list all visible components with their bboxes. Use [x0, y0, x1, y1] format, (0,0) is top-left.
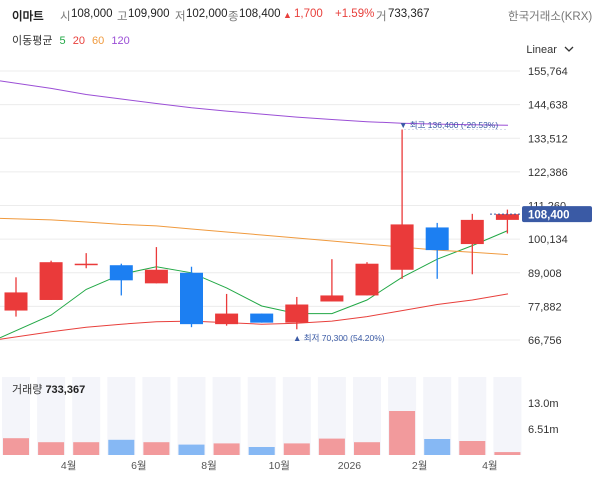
volume-bar [354, 442, 380, 455]
volume-bar [143, 442, 170, 455]
x-tick-label: 2026 [338, 460, 362, 472]
volume-column-bg [177, 377, 206, 455]
volume-column-bg [72, 377, 101, 455]
volume-bar [283, 443, 310, 455]
volume-bar [248, 447, 275, 455]
volume-bar [494, 452, 521, 455]
min-price-annotation: ▲ 최저 70,300 (54.20%) [293, 333, 385, 343]
volume-bar [459, 441, 486, 455]
x-tick-label: 8월 [201, 460, 217, 472]
volume-bar [38, 442, 65, 455]
volume-bar [178, 444, 205, 455]
candle-body [460, 219, 484, 245]
y-tick-label: 155,764 [528, 66, 568, 78]
low-label: 저 [175, 11, 186, 23]
change-percent: +1.59% [335, 8, 375, 20]
current-price-text: 108,400 [528, 210, 570, 222]
candle-body [4, 292, 28, 311]
candle-body [109, 265, 133, 281]
x-tick-label: 10월 [269, 460, 290, 472]
ma-60-line [0, 217, 509, 256]
current-price-tag [522, 206, 592, 223]
volume-tick-label: 6.51m [528, 424, 559, 436]
volume-label: 거 [376, 11, 387, 23]
volume-column-bg [37, 377, 66, 455]
change-arrow-icon: ▲ [283, 10, 292, 20]
candle-body [425, 227, 449, 251]
scale-dropdown[interactable]: Linear [526, 44, 574, 56]
y-tick-label: 144,638 [528, 100, 568, 112]
quote-header: 이마트 시 108,000 고 109,900 저 102,000 종 108,… [0, 0, 600, 30]
candle-body [390, 224, 414, 270]
volume-panel-label: 거래량 [12, 384, 43, 396]
candle-body [355, 263, 379, 296]
y-tick-label: 89,008 [528, 268, 562, 280]
volume-bar [3, 438, 29, 455]
high-label: 고 [117, 11, 128, 23]
ma-5-label[interactable]: 5 [59, 35, 66, 47]
volume-bar [213, 443, 240, 455]
moving-average-legend: 이동평균 5 20 60 120 [12, 32, 134, 48]
y-tick-label: 122,386 [528, 167, 568, 179]
stock-name[interactable]: 이마트 [12, 11, 44, 23]
x-tick-label: 2월 [412, 460, 428, 472]
volume-column-bg [247, 377, 276, 455]
ma-120-label[interactable]: 120 [111, 35, 130, 47]
exchange-name: 한국거래소(KRX) [508, 11, 593, 23]
y-tick-label: 133,512 [528, 133, 568, 145]
candle-body [74, 263, 98, 266]
candle-body [495, 214, 519, 220]
open-label: 시 [60, 11, 71, 23]
candle-body [144, 269, 168, 284]
volume-tick-label: 13.0m [528, 398, 559, 410]
volume-column-bg [353, 377, 381, 455]
y-tick-label: 100,134 [528, 234, 568, 246]
volume-value: 733,367 [388, 8, 430, 20]
low-value: 102,000 [186, 8, 228, 20]
y-tick-label: 77,882 [528, 301, 562, 313]
volume-bar [389, 411, 416, 455]
ma-20-line [0, 293, 509, 340]
open-value: 108,000 [71, 8, 113, 20]
candle-body [180, 272, 203, 325]
ma-120-line [0, 80, 509, 126]
volume-bar [424, 439, 451, 455]
volume-column-bg [212, 377, 241, 455]
volume-column-bg [142, 377, 171, 455]
volume-bar [73, 442, 100, 455]
scale-dropdown-label: Linear [526, 44, 557, 56]
ma-title: 이동평균 [12, 35, 53, 47]
volume-bar [318, 438, 345, 455]
ma-20-label[interactable]: 20 [72, 35, 85, 47]
candle-body [215, 313, 239, 325]
y-tick-label: 66,756 [528, 335, 562, 347]
x-tick-label: 4월 [61, 460, 77, 472]
close-value: 108,400 [239, 8, 281, 20]
change-value: 1,700 [294, 8, 323, 20]
volume-column-bg [493, 377, 522, 455]
close-label: 종 [228, 11, 239, 23]
candle-body [250, 313, 274, 323]
x-tick-label: 6월 [131, 460, 147, 472]
volume-legend: 거래량 733,367 [12, 381, 85, 397]
x-tick-label: 4월 [482, 460, 498, 472]
ma-60-label[interactable]: 60 [92, 35, 105, 47]
ma-5-line [0, 230, 509, 339]
high-value: 109,900 [128, 8, 170, 20]
candle-body [285, 304, 309, 323]
volume-bar [108, 439, 135, 455]
chevron-down-icon [564, 46, 574, 52]
candle-body [39, 262, 63, 300]
candle-body [320, 295, 344, 302]
max-price-annotation: ▼ 최고 136,400 (-20.53%) [399, 120, 498, 130]
volume-column-bg [282, 377, 311, 455]
volume-panel-value: 733,367 [45, 384, 86, 396]
